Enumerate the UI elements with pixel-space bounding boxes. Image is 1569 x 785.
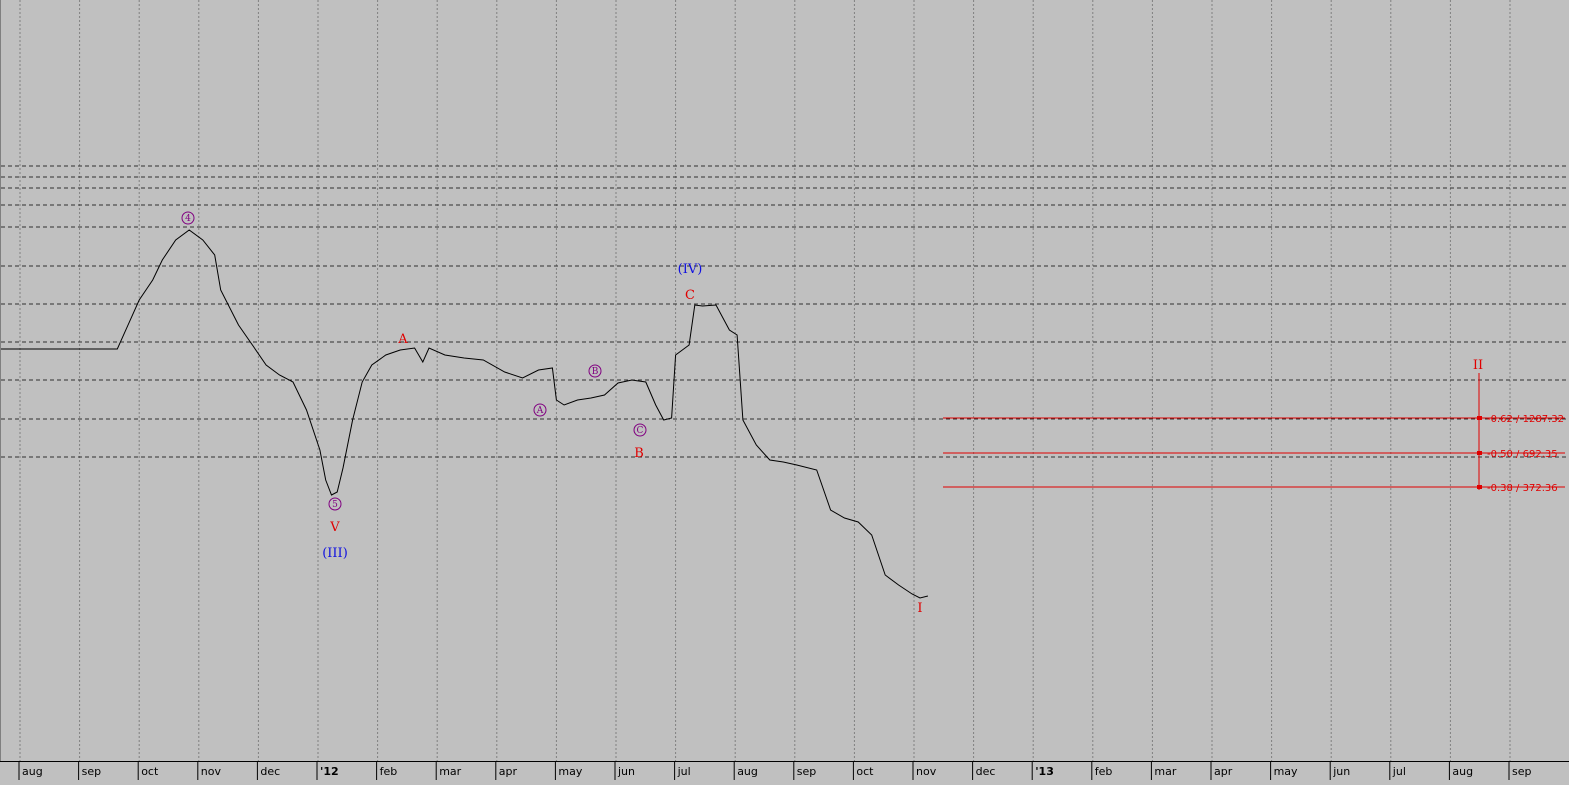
x-tick-label: aug xyxy=(22,765,43,778)
wave-label-red: C xyxy=(685,288,695,303)
fib-level-label: -0.62 / 1287.32 xyxy=(1487,414,1564,425)
x-tick-label: dec xyxy=(260,765,280,778)
x-tick-label: nov xyxy=(916,765,937,778)
x-tick-label: dec xyxy=(976,765,996,778)
wave-label-red: A xyxy=(397,332,408,347)
wave-label-red: II xyxy=(1473,358,1483,373)
wave-circle-marker xyxy=(181,211,195,225)
x-tick-label: sep xyxy=(1512,765,1531,778)
x-tick-label: may xyxy=(1274,765,1298,778)
wave-label-circled: 5 xyxy=(332,500,338,510)
x-tick-label: jun xyxy=(617,765,635,778)
x-tick-label: aug xyxy=(737,765,758,778)
price-chart[interactable]: -0.62 / 1287.32 -0.50 / 692.35 -0.38 / 372… xyxy=(0,0,1569,761)
wave-label-circled: 4 xyxy=(185,214,191,224)
wave-label-blue: (IV) xyxy=(678,262,703,277)
chart-area[interactable]: -0.62 / 1287.32 -0.50 / 692.35 -0.38 / 372… xyxy=(0,0,1569,761)
x-tick-label: jul xyxy=(677,765,691,778)
wave-label-red: V xyxy=(329,520,340,535)
fib-level-label: -0.50 / 692.35 xyxy=(1487,449,1558,460)
wave-label-circled: C xyxy=(637,426,644,436)
x-tick-label: mar xyxy=(1154,765,1176,778)
x-tick-label: '13 xyxy=(1035,765,1054,778)
wave-circle-marker xyxy=(588,364,602,378)
price-series-line xyxy=(0,229,929,599)
x-tick-label: oct xyxy=(141,765,159,778)
x-tick-label: feb xyxy=(1095,765,1113,778)
fib-level-marker xyxy=(1477,416,1482,420)
x-tick-label: '12 xyxy=(320,765,339,778)
x-tick-label: sep xyxy=(82,765,101,778)
wave-label-red: I xyxy=(917,601,922,616)
fib-level-marker xyxy=(1477,485,1482,489)
x-tick-label: jul xyxy=(1392,765,1406,778)
wave-circle-marker xyxy=(533,403,547,417)
x-tick-label: mar xyxy=(439,765,461,778)
x-tick-label: may xyxy=(558,765,582,778)
wave-label-circled: B xyxy=(592,367,599,377)
x-tick-label: aug xyxy=(1452,765,1473,778)
x-tick-label: apr xyxy=(1214,765,1233,778)
x-axis: aug sep oct nov dec '12 feb mar apr may jun jul aug s… xyxy=(0,761,1569,780)
wave-label-red: B xyxy=(634,446,644,461)
x-tick-label: jun xyxy=(1332,765,1350,778)
wave-label-circled: A xyxy=(536,406,544,416)
wave-label-blue: (III) xyxy=(322,546,348,561)
x-tick-label: oct xyxy=(856,765,874,778)
x-tick-label: nov xyxy=(201,765,222,778)
fib-level-label: -0.38 / 372.36 xyxy=(1487,483,1558,494)
wave-circle-marker xyxy=(633,423,647,437)
wave-circle-marker xyxy=(328,497,342,511)
fib-level-marker xyxy=(1477,451,1482,455)
x-tick-label: feb xyxy=(380,765,398,778)
x-tick-label: apr xyxy=(499,765,518,778)
x-tick-label: sep xyxy=(797,765,816,778)
